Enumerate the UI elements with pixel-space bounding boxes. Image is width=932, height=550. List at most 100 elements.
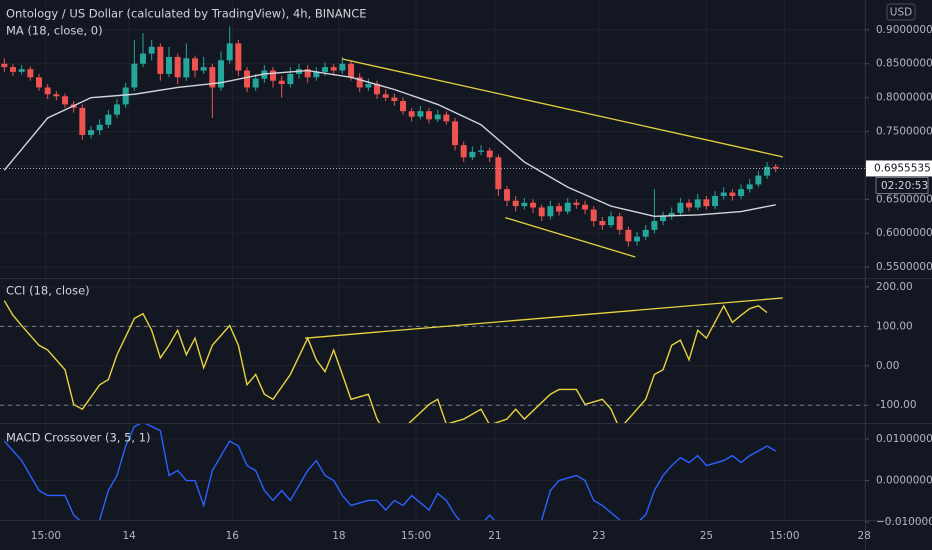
candle-body: [599, 221, 606, 226]
trendline: [305, 297, 783, 339]
candle-body: [590, 209, 597, 222]
candle-body: [140, 53, 147, 64]
countdown: 02:20:53: [881, 180, 928, 192]
x-tick-label: 15:00: [401, 530, 431, 542]
candle-body: [764, 166, 771, 176]
candle-body: [738, 189, 745, 196]
legend-macd[interactable]: MACD Crossover (3, 5, 1): [6, 431, 151, 445]
candle-body: [114, 104, 121, 115]
trendline: [342, 58, 783, 158]
candle-body: [53, 94, 60, 97]
candle-body: [434, 114, 441, 120]
candle-body: [322, 67, 329, 72]
candle-body: [729, 192, 736, 196]
candle-body: [88, 130, 95, 135]
last-price-box: [866, 160, 932, 177]
x-tick-label: 18: [332, 530, 345, 542]
candle-body: [694, 199, 701, 208]
candle-body: [616, 216, 623, 230]
currency-box[interactable]: [886, 3, 916, 21]
candle-body: [564, 202, 571, 212]
candle-body: [382, 94, 389, 98]
candle-body: [478, 150, 485, 152]
y-tick-label: 0.9000000: [876, 24, 932, 36]
candle-body: [608, 216, 615, 226]
y-tick-label: 0.0000000: [876, 475, 932, 487]
y-tick-label: 0.5500000: [876, 261, 932, 273]
candle-body: [226, 43, 233, 61]
candle-body: [772, 166, 779, 169]
y-tick-label: -100.00: [876, 399, 917, 411]
series-line: [3, 300, 768, 423]
candle-body: [521, 202, 528, 207]
candle-body: [287, 73, 294, 85]
legend-cci[interactable]: CCI (18, close): [6, 284, 90, 298]
candle-body: [244, 70, 251, 88]
candle-body: [1, 63, 8, 68]
candle-body: [105, 114, 112, 125]
candle-body: [122, 87, 129, 105]
candle-body: [530, 202, 537, 208]
candle-body: [339, 63, 346, 71]
candle-body: [174, 56, 181, 78]
candle-body: [200, 67, 207, 71]
y-tick-label: 0.8000000: [876, 92, 932, 104]
candle-body: [304, 69, 311, 78]
candle-body: [408, 111, 415, 117]
candle-body: [313, 71, 320, 78]
y-tick-label: 100.00: [876, 320, 913, 332]
candle-body: [625, 229, 632, 242]
x-tick-label: 15:00: [769, 530, 799, 542]
candle-body: [538, 207, 545, 217]
candle-body: [642, 229, 649, 237]
x-tick-label: 28: [857, 530, 870, 542]
candle-body: [62, 96, 69, 105]
series-line: [3, 69, 776, 218]
candle-body: [157, 46, 164, 74]
x-tick-label: 15:00: [31, 530, 61, 542]
y-tick-label: 0.6000000: [876, 227, 932, 239]
chart-title: Ontology / US Dollar (calculated by Trad…: [6, 7, 367, 21]
candle-body: [374, 84, 381, 95]
candle-body: [27, 69, 34, 78]
x-tick-label: 14: [122, 530, 136, 542]
legend-ma[interactable]: MA (18, close, 0): [6, 24, 103, 38]
candle-body: [365, 84, 372, 88]
plot-layer: [0, 0, 865, 520]
y-tick-label: 0.7500000: [876, 126, 932, 138]
candle-body: [452, 121, 459, 146]
candle-body: [209, 67, 216, 88]
candle-body: [148, 46, 155, 54]
x-tick-label: 25: [700, 530, 713, 542]
candle-body: [44, 87, 51, 95]
candle-body: [582, 204, 589, 210]
candle-body: [192, 58, 199, 71]
candle-body: [634, 236, 641, 242]
last-price-label: 0.6955535: [874, 162, 931, 174]
pane: [0, 0, 865, 278]
series-line: [3, 424, 777, 520]
candle-body: [18, 69, 25, 72]
currency[interactable]: USD: [890, 7, 912, 19]
candle-body: [677, 202, 684, 213]
candle-body: [10, 67, 17, 72]
candle-body: [270, 70, 277, 81]
candle-body: [348, 63, 355, 78]
candle-body: [96, 124, 103, 131]
candle-body: [512, 200, 519, 207]
candle-body: [660, 216, 667, 222]
candle-body: [131, 63, 138, 88]
candle-body: [391, 97, 398, 102]
candle-body: [712, 195, 719, 207]
x-tick-label: 21: [488, 530, 501, 542]
y-tick-label: 0.8500000: [876, 58, 932, 70]
candle-body: [400, 101, 407, 112]
x-tick-label: 16: [226, 530, 240, 542]
candle-body: [703, 199, 710, 207]
y-tick-label: 0.0100000: [876, 433, 932, 445]
candle-body: [426, 111, 433, 120]
candle-body: [556, 206, 563, 212]
candle-body: [79, 107, 86, 135]
countdown-box: [875, 177, 929, 194]
